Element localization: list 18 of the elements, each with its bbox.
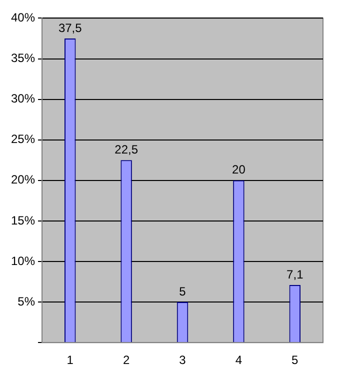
- y-tick-label: 25%: [10, 132, 36, 146]
- data-label: 20: [232, 162, 246, 177]
- y-tick-label: 20%: [10, 172, 36, 187]
- y-tick-label: 10%: [10, 254, 36, 268]
- y-tick-label: 5%: [18, 294, 36, 308]
- y-tick-label: 40%: [10, 10, 36, 25]
- x-tick-label: 3: [179, 353, 186, 368]
- x-tick-label: 4: [235, 353, 242, 368]
- data-label: 22,5: [114, 142, 138, 156]
- data-label: 37,5: [58, 20, 82, 35]
- y-tick-label: 30%: [10, 92, 36, 106]
- x-tick-label: 2: [122, 353, 130, 368]
- y-tick-label: 35%: [10, 51, 36, 66]
- y-tick-label: 15%: [10, 213, 36, 228]
- x-tick-label: 5: [292, 353, 299, 368]
- x-tick-label: 1: [66, 353, 74, 368]
- data-label: 5: [179, 284, 186, 298]
- data-label: 7,1: [286, 267, 304, 282]
